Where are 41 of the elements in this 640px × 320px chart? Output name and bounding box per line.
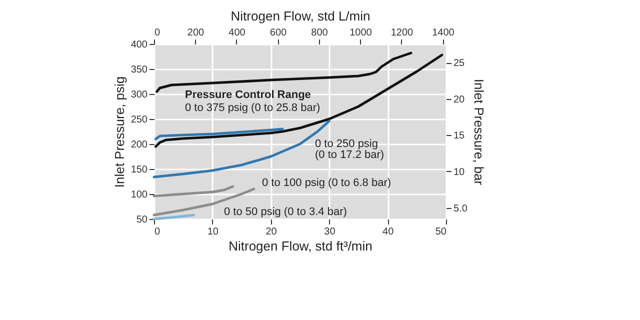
y-tick-label: 50: [136, 214, 148, 226]
y-tick-label: 300: [130, 90, 148, 100]
annotation: Pressure Control Range: [185, 89, 311, 101]
y-tick-label: 250: [130, 114, 148, 126]
x-tick-label: 40: [382, 226, 394, 238]
annotation: 0 to 250 psig: [315, 138, 378, 150]
line-series: [152, 188, 256, 216]
annotation: (0 to 17.2 bar): [315, 149, 384, 161]
line-series: [154, 54, 444, 148]
x-tick-label: 10: [207, 226, 219, 238]
x2-tick-label: 800: [311, 28, 328, 38]
annotation: 0 to 50 psig (0 to 3.4 bar): [224, 206, 347, 218]
x-tick-label: 0: [154, 226, 160, 238]
y-tick-label: 150: [130, 164, 148, 176]
y2-tick-label: 20: [454, 94, 466, 106]
y-tick-label: 350: [130, 64, 148, 76]
annotation: 0 to 100 psig (0 to 6.8 bar): [262, 177, 392, 189]
x2-tick-label: 400: [228, 28, 246, 38]
y2-tick-label: 5.0: [454, 203, 468, 214]
x-tick-label: 30: [324, 226, 336, 238]
x2-tick-label: 1000: [350, 28, 372, 38]
x2-tick-label: 600: [270, 28, 288, 38]
x2-tick-label: 1200: [390, 28, 414, 38]
line-series: [152, 185, 234, 198]
x2-tick-label: 1400: [432, 28, 455, 38]
y-axis-title: Inlet Pressure, psig: [112, 76, 127, 188]
annotation: 0 to 375 psig (0 to 25.8 bar): [185, 102, 320, 114]
y2-tick-label: 15: [454, 130, 466, 142]
x-tick-label: 50: [435, 226, 447, 238]
y-tick-label: 400: [130, 40, 148, 50]
line-series: [154, 128, 284, 140]
y-tick-label: 100: [130, 190, 148, 200]
y2-tick-label: 25: [454, 58, 466, 70]
y-tick-label: 200: [130, 140, 148, 150]
y2-axis-title: Inlet Pressure, bar: [471, 78, 486, 186]
x-axis-title: Nitrogen Flow, std ft³/min: [228, 238, 372, 254]
y2-tick-label: 10: [454, 166, 466, 178]
x2-tick-label: 200: [187, 28, 205, 38]
x-tick-label: 20: [266, 226, 278, 238]
x2-axis-title: Nitrogen Flow, std L/min: [230, 8, 370, 24]
x2-tick-label: 0: [154, 28, 160, 38]
